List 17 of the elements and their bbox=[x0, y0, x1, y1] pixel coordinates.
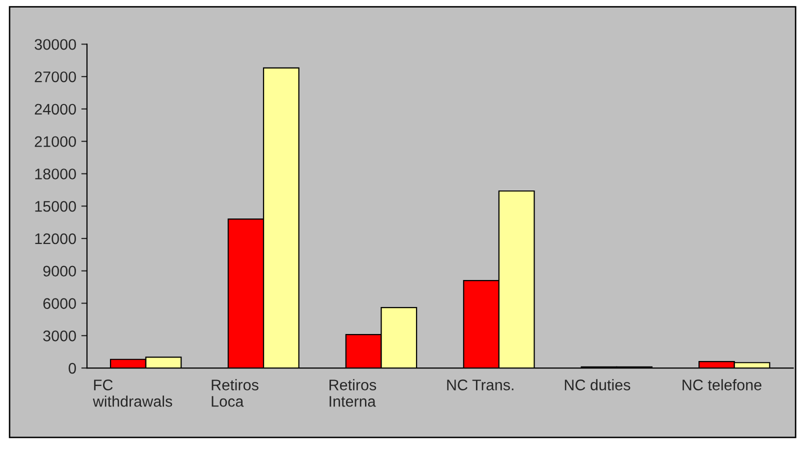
x-tick-label: Retiros Loca bbox=[212, 379, 258, 407]
y-tick-label: 0 bbox=[68, 362, 76, 374]
y-tick-label: 30000 bbox=[34, 39, 76, 50]
y-tick-label: 24000 bbox=[34, 104, 76, 115]
y-tick-label: 9000 bbox=[43, 266, 76, 277]
y-tick-label: 3000 bbox=[43, 330, 76, 342]
y-tick-label: 15000 bbox=[35, 200, 76, 212]
y-tick-label: 27000 bbox=[34, 71, 76, 82]
x-tick-label: FC withdrawals bbox=[92, 380, 172, 407]
x-tick-label: NC duties bbox=[564, 379, 630, 390]
x-tick-label: NC Trans. bbox=[447, 380, 514, 390]
y-tick-label: 12000 bbox=[35, 233, 76, 244]
y-tick-label: 21000 bbox=[34, 136, 76, 148]
x-tick-label: NC telefone bbox=[682, 379, 762, 390]
x-tick-label: Retiros Interna bbox=[330, 379, 376, 407]
y-tick-label: 18000 bbox=[35, 168, 76, 180]
y-tick-label: 6000 bbox=[43, 298, 76, 309]
